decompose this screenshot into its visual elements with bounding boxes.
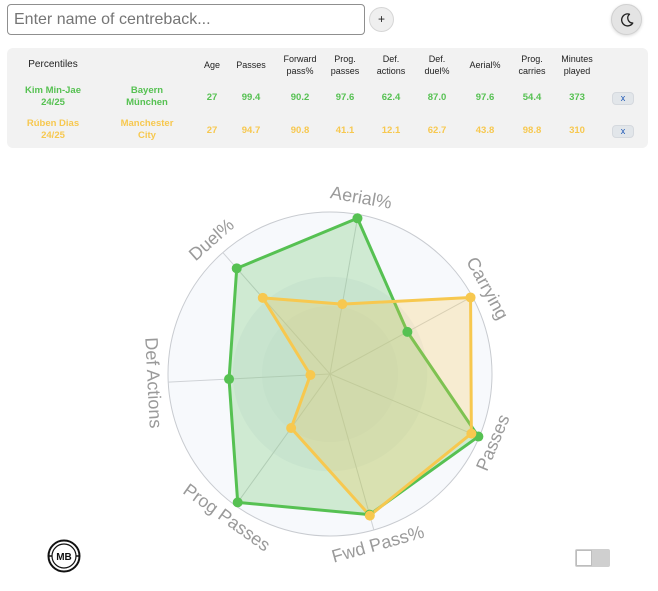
header-def-actions-l1: Def. — [382, 54, 400, 64]
def-actions-value: 62.4 — [381, 92, 401, 103]
header-prog-carries-l2: carries — [518, 66, 546, 76]
player-club: Bayern München — [107, 85, 187, 109]
player-club-l2: München — [126, 97, 168, 108]
passes-value: 99.4 — [241, 92, 261, 103]
player-season: 24/25 — [41, 97, 65, 108]
passes-value: 94.7 — [241, 125, 261, 136]
radar-spoke — [222, 252, 331, 375]
add-player-button[interactable]: + — [369, 7, 394, 32]
radar-point — [305, 369, 316, 380]
radar-spoke — [235, 373, 331, 506]
radar-point — [224, 374, 235, 385]
search-input[interactable] — [7, 4, 365, 35]
mb-logo: MB — [47, 539, 81, 573]
percentiles-table: Percentiles Age Passes Forward pass% Pro… — [7, 48, 648, 148]
header-age: Age — [203, 60, 220, 70]
radar-spoke — [168, 373, 331, 383]
header-prog-carries: Prog. carries — [512, 53, 552, 77]
header-prog-passes: Prog. passes — [325, 53, 365, 77]
header-forward-pass-l1: Forward — [283, 54, 317, 64]
header-passes: Passes — [236, 60, 266, 70]
header-forward-pass-l2: pass% — [286, 66, 314, 76]
radar-axis-label: Def Actions — [141, 337, 166, 429]
moon-icon — [620, 12, 633, 27]
minutes-value: 310 — [569, 125, 585, 136]
radar-point — [231, 263, 242, 274]
radar-point — [286, 423, 297, 434]
radar-point — [465, 292, 476, 303]
header-prog-passes-l2: passes — [330, 66, 360, 76]
logo-text: MB — [56, 552, 72, 563]
player-name: Rúben Dias 24/25 — [13, 118, 93, 142]
header-forward-pass: Forward pass% — [277, 53, 323, 77]
radar-point — [364, 510, 375, 521]
header-prog-passes-l1: Prog. — [334, 54, 356, 64]
player-season: 24/25 — [41, 130, 65, 141]
header-def-actions-l2: actions — [376, 66, 406, 76]
radar-point — [402, 326, 413, 337]
chart-mode-toggle[interactable] — [575, 549, 610, 567]
player-club-l2: City — [138, 130, 156, 141]
radar-spoke — [329, 214, 359, 375]
dark-mode-button[interactable] — [611, 4, 642, 35]
aerial-value: 43.8 — [475, 125, 495, 136]
header-prog-carries-l1: Prog. — [521, 54, 543, 64]
player-name-l1: Kim Min-Jae — [25, 85, 81, 96]
age-value: 27 — [206, 92, 218, 103]
prog-passes-value: 41.1 — [335, 125, 355, 136]
header-percentiles: Percentiles — [28, 59, 78, 70]
player-club-l1: Bayern — [130, 85, 164, 96]
prog-passes-value: 97.6 — [335, 92, 355, 103]
forward-pass-value: 90.8 — [290, 125, 310, 136]
def-duel-value: 87.0 — [427, 92, 447, 103]
remove-player-button[interactable]: x — [612, 92, 634, 105]
header-minutes: Minutes played — [554, 53, 600, 77]
header-minutes-l2: played — [563, 66, 591, 76]
player-club: Manchester City — [107, 118, 187, 142]
toggle-knob — [576, 550, 592, 566]
minutes-value: 373 — [569, 92, 585, 103]
def-duel-value: 62.7 — [427, 125, 447, 136]
radar-series-area — [227, 216, 480, 517]
radar-point — [257, 292, 268, 303]
aerial-value: 97.6 — [475, 92, 495, 103]
header-minutes-l1: Minutes — [561, 54, 593, 64]
def-actions-value: 12.1 — [381, 125, 401, 136]
radar-axis-label: Aerial% — [329, 182, 394, 212]
radar-point — [466, 428, 477, 439]
age-value: 27 — [206, 125, 218, 136]
header-aerial: Aerial% — [469, 60, 501, 70]
radar-spoke — [329, 373, 480, 438]
forward-pass-value: 90.2 — [290, 92, 310, 103]
radar-point — [352, 213, 363, 224]
prog-carries-value: 54.4 — [522, 92, 542, 103]
player-name-l1: Rúben Dias — [26, 118, 80, 129]
header-def-duel-l2: duel% — [424, 66, 450, 76]
remove-player-button[interactable]: x — [612, 125, 634, 138]
radar-spoke — [329, 373, 375, 531]
header-def-duel: Def. duel% — [418, 53, 456, 77]
header-def-actions: Def. actions — [370, 53, 412, 77]
prog-carries-value: 98.8 — [522, 125, 542, 136]
radar-point — [337, 299, 348, 310]
radar-spoke — [329, 296, 473, 375]
player-name: Kim Min-Jae 24/25 — [13, 85, 93, 109]
header-def-duel-l1: Def. — [428, 54, 446, 64]
radar-series-area — [261, 295, 473, 518]
player-club-l1: Manchester — [120, 118, 174, 129]
radar-point — [232, 497, 243, 508]
